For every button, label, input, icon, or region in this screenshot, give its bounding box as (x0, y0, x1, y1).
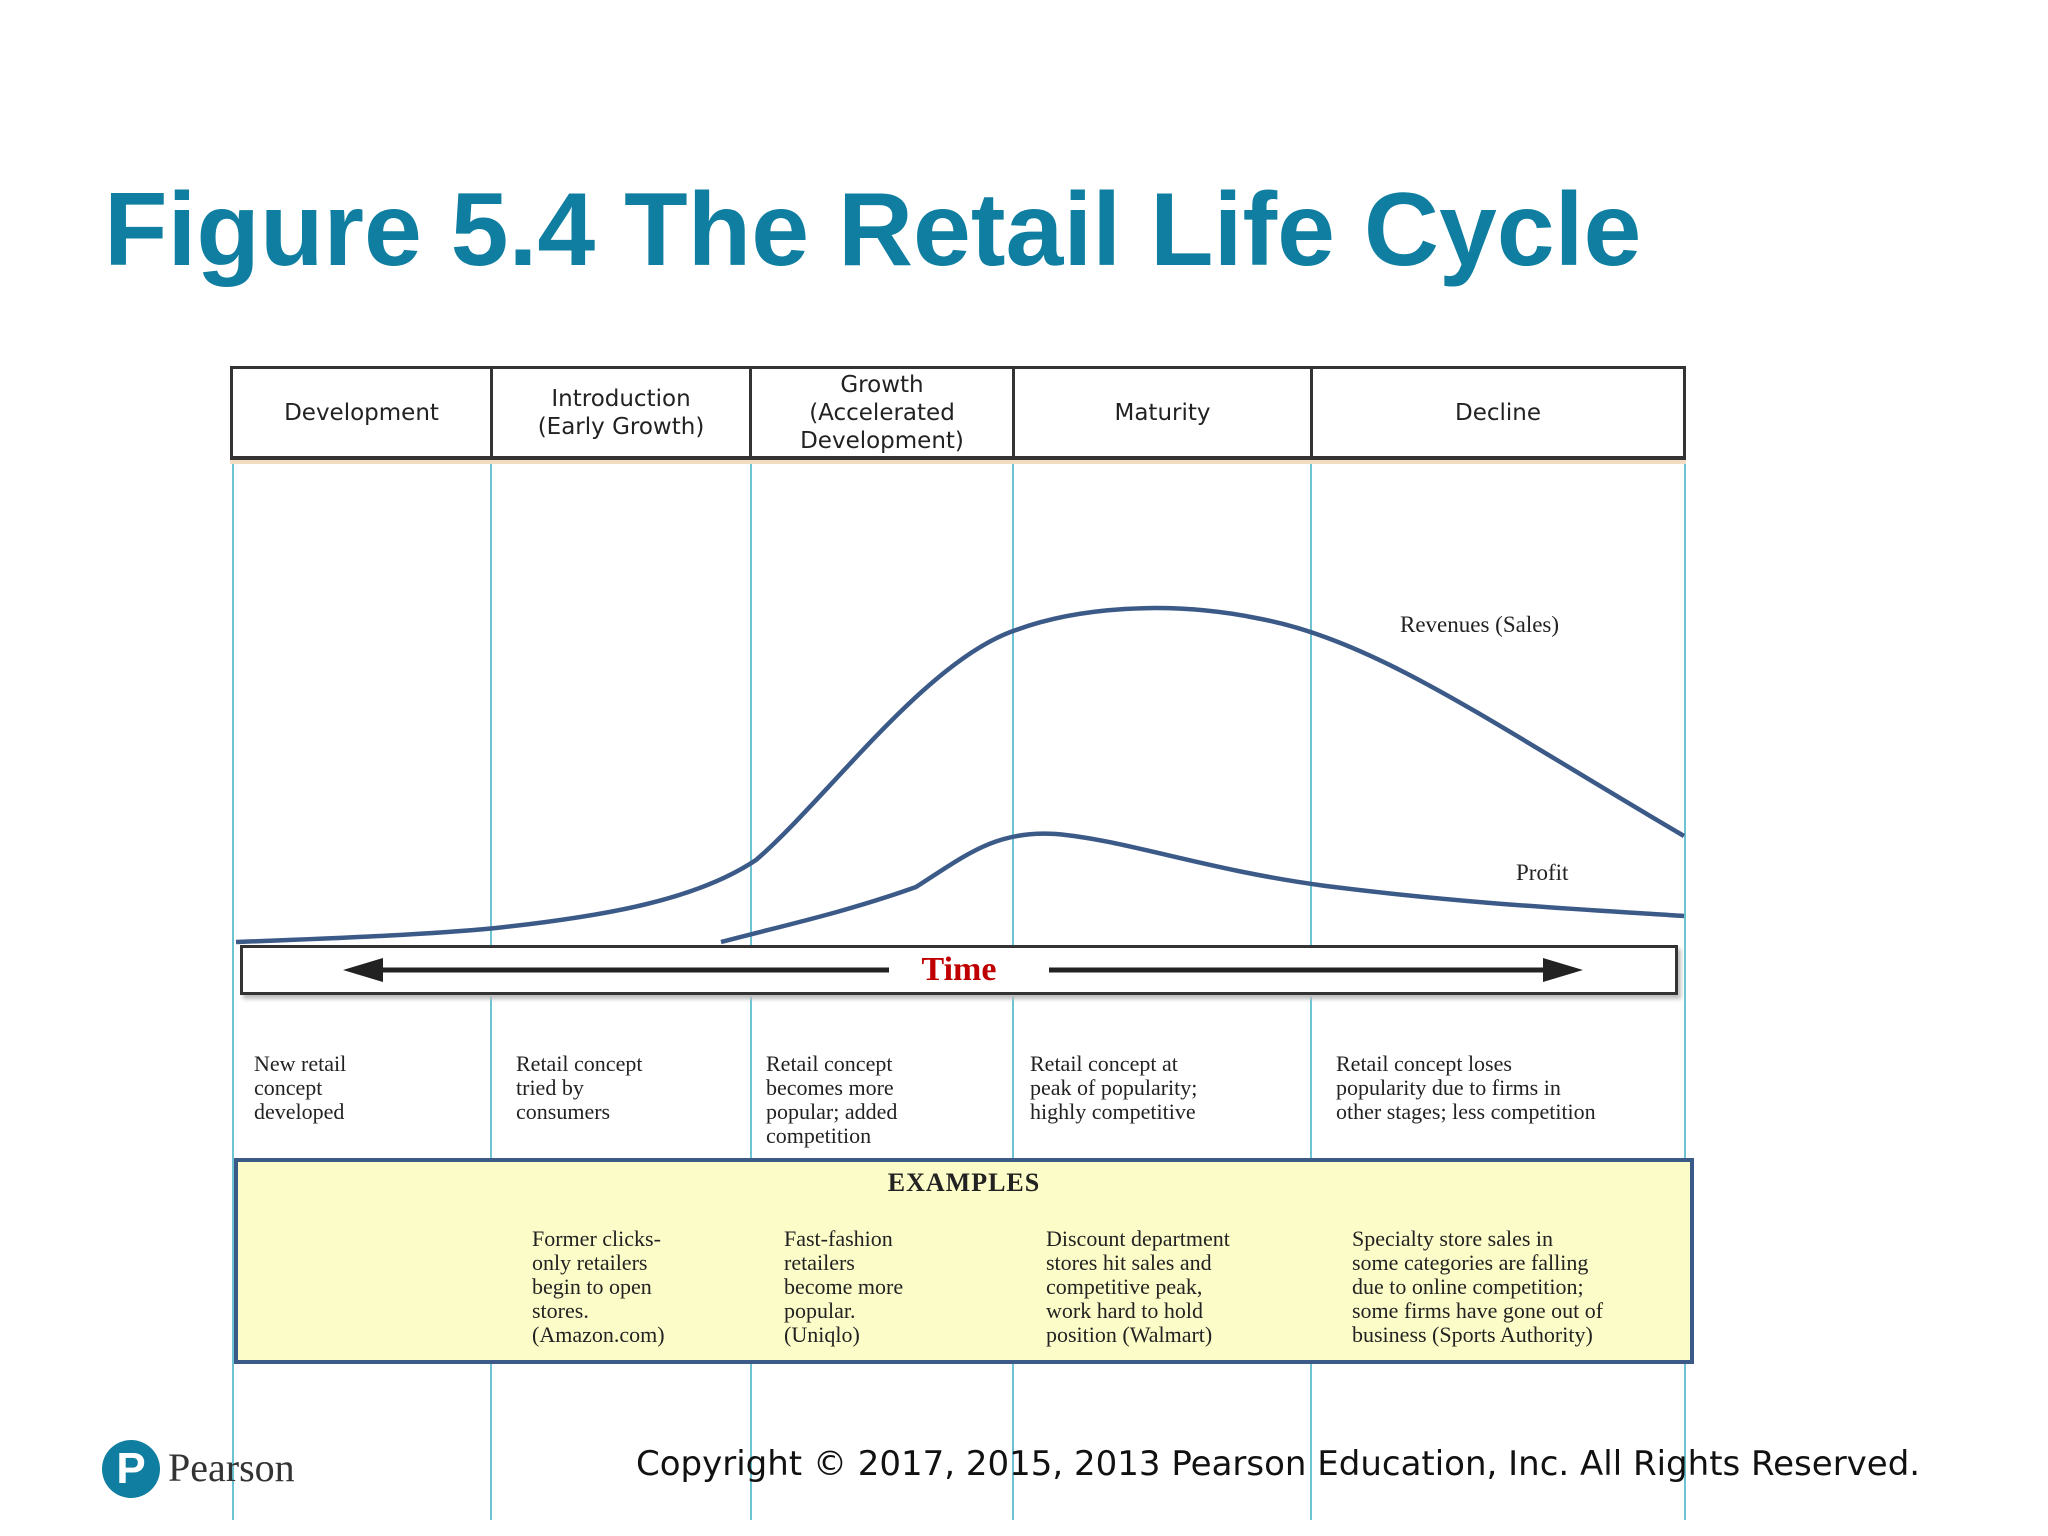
stage-growth: Growth (Accelerated Development) (752, 369, 1015, 456)
examples-box: EXAMPLES Former clicks- only retailers b… (234, 1158, 1694, 1364)
stage-development: Development (233, 369, 493, 456)
copyright-notice: Copyright © 2017, 2015, 2013 Pearson Edu… (636, 1444, 1921, 1484)
time-label: Time (921, 951, 997, 988)
description-introduction: Retail concept tried by consumers (516, 1051, 643, 1124)
example-decline: Specialty store sales in some categories… (1352, 1226, 1604, 1347)
stage-divider (1684, 460, 1686, 1520)
example-maturity: Discount department stores hit sales and… (1046, 1226, 1230, 1347)
life-cycle-curves (235, 605, 1686, 945)
stage-header-row: Development Introduction (Early Growth) … (230, 366, 1686, 460)
pearson-logo-text: Pearson (168, 1445, 295, 1490)
examples-title: EXAMPLES (887, 1168, 1041, 1197)
pearson-logo-icon: P (102, 1440, 160, 1498)
stage-decline: Decline (1454, 399, 1541, 426)
example-introduction: Former clicks- only retailers begin to o… (532, 1226, 665, 1347)
example-growth: Fast-fashion retailers become more popul… (784, 1226, 904, 1347)
stage-maturity: Maturity (1015, 369, 1313, 456)
time-axis: Time (240, 945, 1678, 995)
stage-divider (232, 460, 234, 1520)
pearson-logo: P Pearson (102, 1440, 322, 1506)
retail-life-cycle-diagram: Development Introduction (Early Growth) … (226, 360, 1694, 1520)
description-maturity: Retail concept at peak of popularity; hi… (1030, 1051, 1198, 1124)
description-decline: Retail concept loses popularity due to f… (1336, 1051, 1596, 1124)
profit-label: Profit (1516, 860, 1569, 885)
description-growth: Retail concept becomes more popular; add… (766, 1051, 898, 1148)
profit-curve (720, 831, 1685, 945)
time-arrows (343, 958, 1583, 982)
revenues-curve (235, 605, 1686, 945)
slide-title: Figure 5.4 The Retail Life Cycle (104, 172, 1642, 288)
stage-introduction: Introduction (Early Growth) (493, 369, 752, 456)
revenues-label: Revenues (Sales) (1400, 612, 1560, 637)
description-development: New retail concept developed (254, 1051, 347, 1124)
